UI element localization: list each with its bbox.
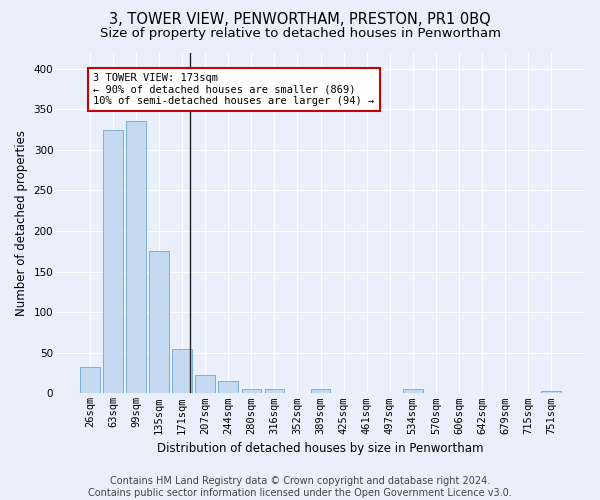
Bar [541, 391, 561, 394]
Bar [265, 390, 284, 394]
Bar [403, 390, 422, 394]
Bar [80, 368, 100, 394]
Bar [103, 130, 123, 394]
Bar [126, 122, 146, 394]
Text: 3 TOWER VIEW: 173sqm
← 90% of detached houses are smaller (869)
10% of semi-deta: 3 TOWER VIEW: 173sqm ← 90% of detached h… [94, 73, 374, 106]
Bar [242, 390, 261, 394]
Bar [172, 348, 192, 394]
Bar [218, 381, 238, 394]
Bar [149, 252, 169, 394]
Text: Size of property relative to detached houses in Penwortham: Size of property relative to detached ho… [100, 28, 500, 40]
Text: Contains HM Land Registry data © Crown copyright and database right 2024.
Contai: Contains HM Land Registry data © Crown c… [88, 476, 512, 498]
Text: 3, TOWER VIEW, PENWORTHAM, PRESTON, PR1 0BQ: 3, TOWER VIEW, PENWORTHAM, PRESTON, PR1 … [109, 12, 491, 28]
Y-axis label: Number of detached properties: Number of detached properties [15, 130, 28, 316]
X-axis label: Distribution of detached houses by size in Penwortham: Distribution of detached houses by size … [157, 442, 484, 455]
Bar [196, 374, 215, 394]
Bar [311, 390, 331, 394]
